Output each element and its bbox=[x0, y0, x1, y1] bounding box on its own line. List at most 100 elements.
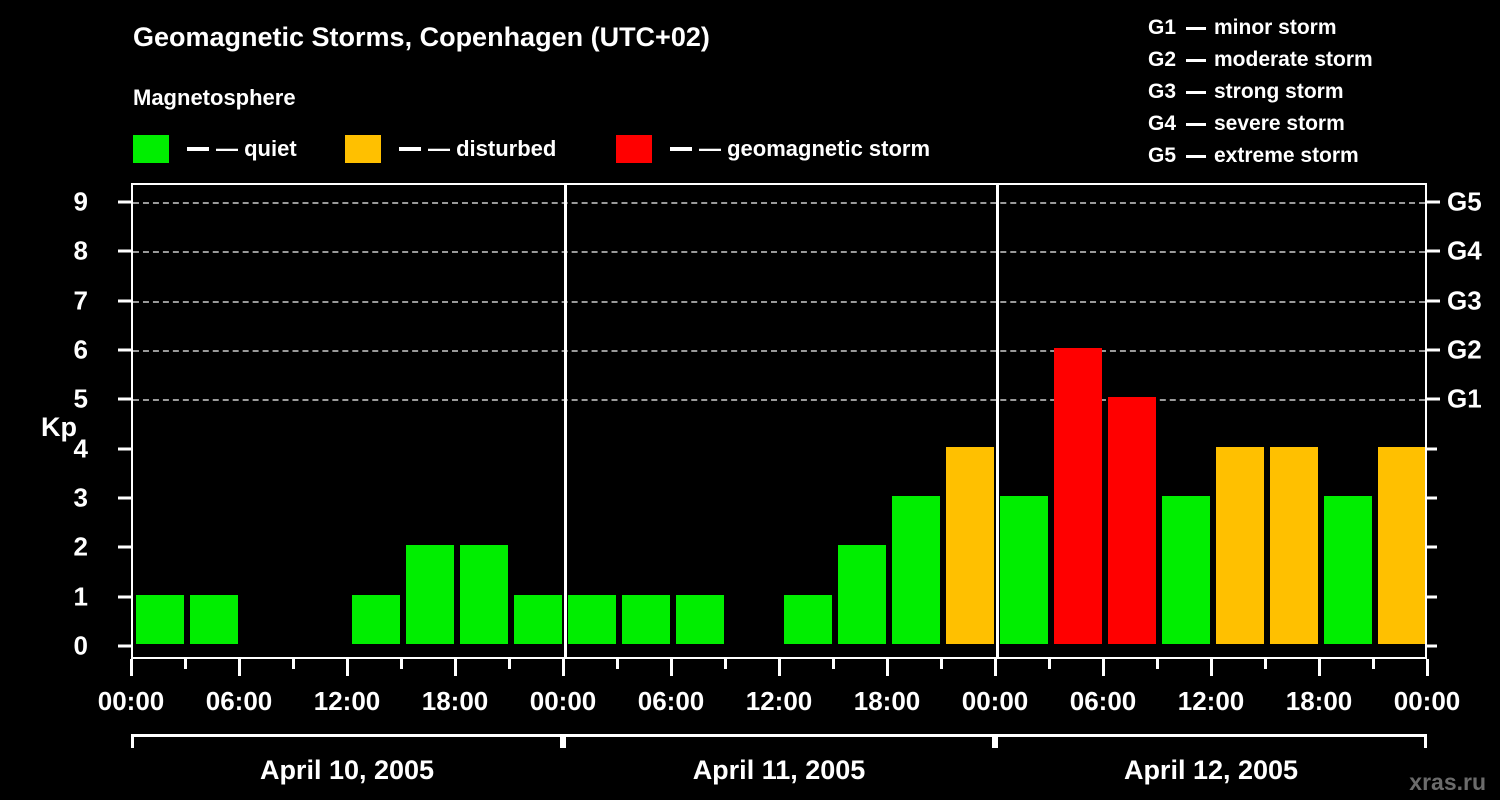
x-axis-label: 12:00 bbox=[1177, 686, 1245, 716]
legend-dash-icon bbox=[399, 147, 421, 151]
storm-scale-label: minor storm bbox=[1214, 16, 1337, 39]
x-axis-tick bbox=[885, 659, 889, 676]
day-label: April 11, 2005 bbox=[692, 755, 866, 785]
kp-bar bbox=[838, 545, 886, 644]
x-axis-label: 18:00 bbox=[853, 686, 921, 716]
y-axis-label: 1 bbox=[73, 581, 88, 612]
chart-subtitle: Magnetosphere bbox=[133, 85, 296, 110]
right-axis-tick bbox=[1427, 644, 1437, 648]
right-axis-tick bbox=[1427, 595, 1437, 599]
gridline bbox=[133, 350, 1425, 352]
gridline bbox=[133, 300, 1425, 303]
x-axis-tick bbox=[1371, 659, 1375, 669]
x-axis-tick bbox=[1263, 659, 1267, 669]
x-axis-label: 06:00 bbox=[1069, 686, 1137, 716]
x-axis-label: 00:00 bbox=[961, 686, 1029, 716]
right-axis-tick-major bbox=[1427, 299, 1440, 303]
y-axis-tick bbox=[118, 545, 131, 549]
kp-bar bbox=[1216, 446, 1264, 644]
x-axis-tick bbox=[507, 659, 511, 669]
page-title: Geomagnetic Storms, Copenhagen (UTC+02) bbox=[133, 22, 710, 52]
legend-swatch bbox=[345, 135, 381, 163]
day-separator bbox=[563, 185, 567, 657]
y-axis-label: 3 bbox=[73, 482, 88, 513]
kp-bar bbox=[514, 594, 562, 644]
y-axis-tick bbox=[118, 496, 131, 500]
y-axis-title: Kp bbox=[41, 412, 77, 442]
kp-bar bbox=[136, 594, 184, 644]
x-axis-tick bbox=[1155, 659, 1159, 669]
y-axis-tick bbox=[118, 348, 131, 352]
x-axis-tick bbox=[831, 659, 835, 669]
right-axis-tick-major bbox=[1427, 397, 1440, 401]
kp-bar bbox=[460, 545, 508, 644]
x-axis-tick bbox=[561, 659, 565, 676]
day-separator bbox=[995, 185, 999, 657]
y-axis-label: 0 bbox=[73, 630, 88, 661]
storm-scale-label: strong storm bbox=[1214, 80, 1344, 103]
x-axis-tick bbox=[939, 659, 943, 669]
legend-item: — geomagnetic storm bbox=[616, 133, 930, 165]
storm-scale-label: moderate storm bbox=[1214, 48, 1373, 71]
x-axis-tick bbox=[129, 659, 133, 676]
legend-dash-icon bbox=[670, 147, 692, 151]
x-axis-tick bbox=[399, 659, 403, 669]
y-axis-label: 5 bbox=[73, 383, 88, 414]
day-bracket bbox=[995, 734, 1427, 748]
storm-scale-code: G5 bbox=[1148, 144, 1177, 167]
kp-bar bbox=[406, 545, 454, 644]
gridline bbox=[133, 251, 1425, 254]
legend-item: — quiet bbox=[133, 133, 297, 165]
storm-scale-code: G2 bbox=[1148, 48, 1177, 71]
x-axis-label: 12:00 bbox=[313, 686, 381, 716]
y-axis-tick bbox=[118, 644, 131, 648]
g-scale-axis-label: G2 bbox=[1447, 334, 1482, 365]
kp-bar bbox=[1378, 446, 1425, 644]
x-axis-tick bbox=[1047, 659, 1051, 669]
storm-scale-row: G4 severe storm bbox=[1148, 108, 1478, 140]
storm-scale-legend: G1 minor storm G2 moderate storm G3 strong st… bbox=[1148, 12, 1478, 172]
x-axis-label: 00:00 bbox=[529, 686, 597, 716]
em-dash-icon bbox=[1186, 90, 1206, 94]
kp-bar bbox=[568, 594, 616, 644]
x-axis-tick bbox=[615, 659, 619, 669]
x-axis-label: 18:00 bbox=[1285, 686, 1353, 716]
g-scale-axis-label: G4 bbox=[1447, 235, 1482, 266]
legend-label: — quiet bbox=[216, 136, 297, 161]
right-axis-tick bbox=[1427, 545, 1437, 549]
legend-dash-icon bbox=[187, 147, 209, 151]
y-axis-label: 2 bbox=[73, 531, 88, 562]
y-axis-label: 9 bbox=[73, 186, 88, 217]
gridline bbox=[133, 399, 1425, 402]
y-axis-tick bbox=[118, 397, 131, 401]
kp-bar bbox=[622, 594, 670, 644]
em-dash-icon bbox=[1186, 122, 1206, 126]
g-scale-axis-label: G1 bbox=[1447, 383, 1482, 414]
y-axis-label: 7 bbox=[73, 285, 88, 316]
g-scale-axis-label: G3 bbox=[1447, 285, 1482, 316]
x-axis-tick bbox=[1317, 659, 1321, 676]
x-axis-label: 00:00 bbox=[97, 686, 165, 716]
day-bracket bbox=[131, 734, 563, 748]
x-axis-label: 06:00 bbox=[205, 686, 273, 716]
storm-scale-code: G4 bbox=[1148, 112, 1177, 135]
kp-bar bbox=[1054, 348, 1102, 644]
storm-scale-row: G3 strong storm bbox=[1148, 76, 1478, 108]
x-axis-tick bbox=[669, 659, 673, 676]
x-axis-label: 06:00 bbox=[637, 686, 705, 716]
kp-bar bbox=[1000, 496, 1048, 644]
kp-bar bbox=[1324, 496, 1372, 644]
storm-scale-label: extreme storm bbox=[1214, 144, 1359, 167]
y-axis-tick bbox=[118, 200, 131, 204]
x-axis-tick bbox=[1101, 659, 1105, 676]
kp-bar bbox=[1270, 446, 1318, 644]
storm-scale-row: G1 minor storm bbox=[1148, 12, 1478, 44]
y-axis-label: 8 bbox=[73, 235, 88, 266]
right-axis-tick-major bbox=[1427, 249, 1440, 253]
kp-bar bbox=[676, 594, 724, 644]
storm-scale-row: G5 extreme storm bbox=[1148, 140, 1478, 172]
legend-label: — geomagnetic storm bbox=[699, 136, 931, 161]
day-label: April 12, 2005 bbox=[1123, 755, 1299, 785]
storm-scale-code: G1 bbox=[1148, 16, 1177, 39]
x-axis-label: 12:00 bbox=[745, 686, 813, 716]
